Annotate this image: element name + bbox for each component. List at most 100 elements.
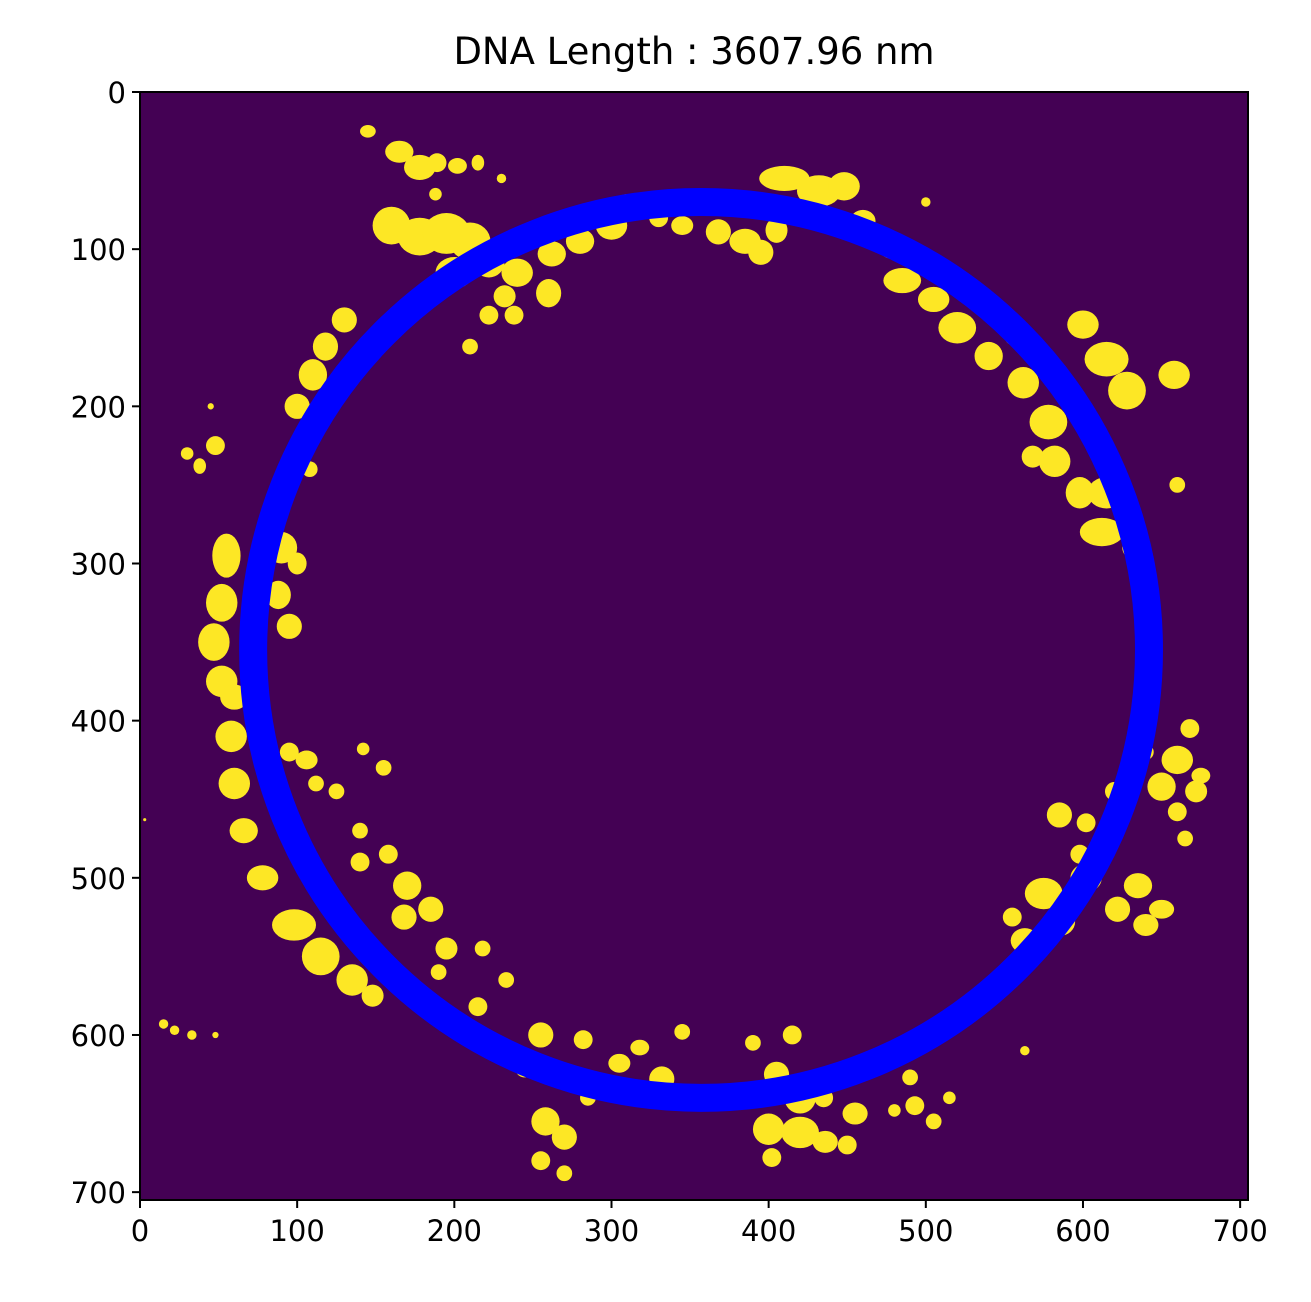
dna-region	[435, 937, 458, 960]
dna-region	[462, 338, 478, 355]
y-tick-label: 400	[71, 705, 126, 739]
dna-region	[1167, 802, 1187, 822]
y-tick-label: 600	[71, 1019, 126, 1053]
dna-region	[888, 1104, 901, 1117]
dna-region	[301, 937, 340, 976]
dna-region	[212, 1031, 219, 1039]
dna-region	[762, 1148, 782, 1167]
y-tick-label: 500	[71, 862, 126, 896]
dna-region	[246, 865, 279, 891]
dna-region	[1024, 877, 1063, 910]
dna-region	[418, 896, 444, 922]
dna-region	[169, 1025, 180, 1035]
dna-region	[1108, 371, 1146, 410]
dna-region	[1046, 802, 1072, 828]
dna-region	[404, 154, 436, 181]
dna-region	[158, 1019, 169, 1029]
x-tick-label: 300	[584, 1214, 639, 1248]
dna-region	[331, 307, 357, 333]
dna-region	[608, 1053, 631, 1073]
dna-region	[1079, 517, 1124, 547]
dna-region	[1002, 907, 1022, 927]
dna-region	[943, 1091, 956, 1105]
dna-region	[781, 1116, 819, 1149]
dna-region	[272, 909, 317, 941]
dna-region	[298, 359, 328, 391]
dna-region	[1029, 404, 1068, 440]
x-tick-label: 100	[269, 1214, 324, 1248]
dna-region	[974, 341, 1003, 371]
dna-region	[498, 972, 515, 988]
x-axis: 0 100 200 300 400 500 600 700	[131, 1200, 1268, 1248]
dna-region	[1007, 367, 1039, 399]
dna-region	[360, 125, 376, 138]
dna-region	[1133, 913, 1159, 936]
dna-region	[427, 153, 447, 173]
dna-region	[745, 1034, 761, 1051]
dna-region	[193, 458, 207, 474]
x-tick-label: 600	[1055, 1214, 1110, 1248]
dna-region	[1185, 780, 1208, 803]
dna-region	[312, 332, 339, 361]
dna-region	[218, 767, 251, 800]
dna-region	[180, 447, 194, 460]
dna-region	[759, 165, 810, 192]
dna-region	[536, 279, 562, 308]
dna-region	[352, 822, 368, 839]
y-tick-label: 200	[71, 390, 126, 424]
y-tick-label: 100	[71, 233, 126, 267]
dna-region	[1020, 1045, 1030, 1056]
fitted-circle	[239, 188, 1163, 1112]
dna-region	[1076, 813, 1096, 833]
dna-region	[1161, 745, 1193, 775]
dna-region	[501, 258, 533, 287]
dna-region	[842, 1102, 868, 1125]
dna-region	[229, 818, 258, 844]
dna-region	[531, 1151, 551, 1171]
dna-region	[883, 268, 922, 294]
dna-region	[474, 940, 491, 957]
dna-region	[479, 305, 499, 325]
x-tick-label: 400	[741, 1214, 796, 1248]
dna-region	[748, 239, 774, 265]
dna-region	[1038, 445, 1071, 478]
dna-region	[1123, 873, 1153, 899]
dna-region	[206, 436, 225, 456]
dna-region	[276, 613, 302, 639]
chart-title: DNA Length : 3607.96 nm	[453, 30, 934, 73]
dna-region	[551, 1124, 577, 1150]
dna-region	[207, 403, 214, 410]
x-tick-label: 0	[131, 1214, 149, 1248]
dna-region	[284, 393, 310, 419]
x-tick-label: 700	[1212, 1214, 1267, 1248]
dna-region	[206, 583, 238, 622]
dna-region	[350, 852, 370, 872]
dna-region	[1169, 477, 1186, 493]
dna-region	[328, 783, 345, 800]
dna-region	[336, 964, 368, 996]
dna-region	[630, 1039, 650, 1056]
dna-region	[375, 759, 392, 776]
plot-frame	[139, 91, 1249, 1201]
dna-region	[765, 217, 788, 243]
dna-region	[782, 1025, 802, 1045]
dna-region	[938, 312, 977, 344]
dna-region	[556, 1165, 573, 1182]
y-axis: 0 100 200 300 400 500 600 700	[71, 76, 140, 1210]
dna-region	[902, 1069, 918, 1086]
dna-region	[295, 750, 318, 770]
dna-region	[1147, 772, 1176, 801]
dna-region	[752, 1113, 785, 1145]
dna-region	[504, 305, 524, 325]
dna-region	[430, 964, 447, 980]
dna-region	[448, 158, 467, 174]
dna-region	[429, 187, 442, 201]
y-tick-label: 700	[71, 1176, 126, 1210]
x-tick-label: 200	[427, 1214, 482, 1248]
dna-region	[537, 241, 566, 267]
dna-region	[212, 533, 241, 578]
dna-region	[468, 997, 488, 1017]
dna-region	[917, 286, 950, 313]
dna-region	[1065, 477, 1094, 509]
